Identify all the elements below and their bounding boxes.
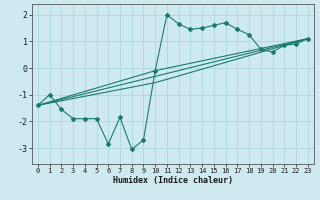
X-axis label: Humidex (Indice chaleur): Humidex (Indice chaleur) [113,176,233,185]
